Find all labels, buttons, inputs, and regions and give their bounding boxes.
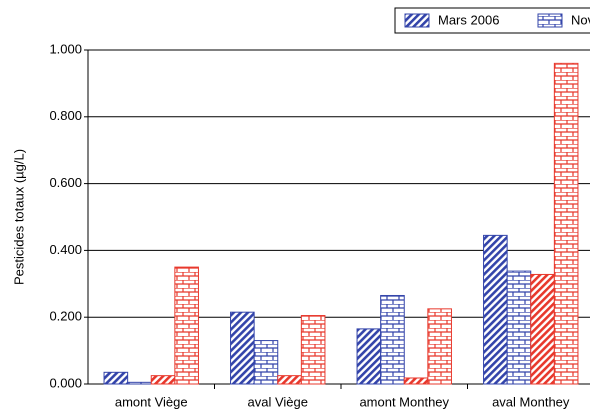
bar	[483, 234, 508, 385]
legend-label: Nov	[571, 12, 590, 27]
bar	[103, 371, 129, 385]
bar	[150, 375, 176, 385]
bar	[427, 308, 452, 385]
legend-label: Mars 2006	[438, 12, 499, 27]
legend-swatch	[404, 13, 430, 28]
x-tick-label: aval Viège	[248, 394, 308, 409]
bar	[277, 375, 302, 385]
y-tick-label: 0.200	[49, 309, 82, 324]
bar	[403, 377, 429, 385]
legend-swatch	[537, 13, 563, 28]
x-tick-label: amont Monthey	[359, 394, 449, 409]
y-tick-label: 0.600	[49, 175, 82, 190]
bar	[356, 328, 382, 385]
bar	[174, 266, 199, 385]
y-tick-label: 0.800	[49, 108, 82, 123]
bar	[506, 270, 532, 385]
x-tick-label: amont Viège	[115, 394, 188, 409]
y-axis-label: Pesticides totaux (µg/L)	[11, 149, 26, 285]
bar	[300, 315, 326, 385]
bar	[380, 294, 405, 385]
x-tick-label: aval Monthey	[492, 394, 570, 409]
y-tick-label: 1.000	[49, 41, 82, 56]
bar	[553, 62, 579, 385]
y-tick-label: 0.000	[49, 375, 82, 390]
y-tick-label: 0.400	[49, 242, 82, 257]
bar	[253, 340, 279, 385]
bar	[530, 273, 555, 385]
bar	[127, 381, 152, 385]
bar	[230, 311, 255, 385]
